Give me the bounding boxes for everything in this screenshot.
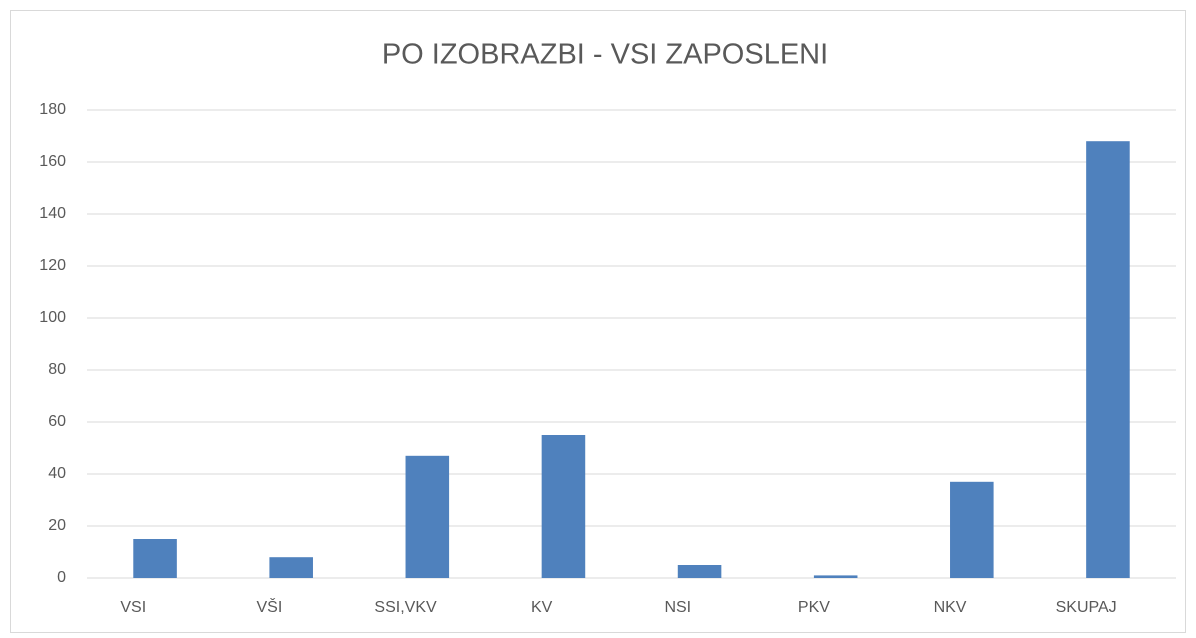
chart-title: PO IZOBRAZBI - VSI ZAPOSLENI <box>382 39 828 71</box>
bar <box>813 575 858 578</box>
bar <box>133 539 177 578</box>
y-tick-label: 0 <box>57 569 66 586</box>
x-tick-label: KV <box>531 599 553 616</box>
y-tick-label: 40 <box>48 465 66 482</box>
bar <box>405 455 450 578</box>
y-tick-label: 140 <box>39 205 66 222</box>
y-tick-label: 180 <box>39 101 66 118</box>
x-tick-label: NSI <box>664 599 691 616</box>
x-tick-label: NKV <box>934 599 967 616</box>
chart-frame <box>10 10 1186 633</box>
y-tick-label: 100 <box>39 309 66 326</box>
x-tick-label: PKV <box>798 599 830 616</box>
y-tick-label: 160 <box>39 153 66 170</box>
x-tick-label: VSI <box>120 599 146 616</box>
x-tick-label: SKUPAJ <box>1056 599 1117 616</box>
bar <box>541 435 586 578</box>
bar <box>950 481 994 578</box>
y-tick-label: 120 <box>39 257 66 274</box>
bar <box>269 557 313 578</box>
bar <box>1086 141 1130 578</box>
x-tick-label: VŠI <box>257 597 283 616</box>
y-tick-label: 80 <box>48 361 66 378</box>
bar <box>677 565 722 578</box>
y-tick-label: 20 <box>48 517 66 534</box>
y-tick-label: 60 <box>48 413 66 430</box>
x-tick-label: SSI,VKV <box>374 599 437 616</box>
